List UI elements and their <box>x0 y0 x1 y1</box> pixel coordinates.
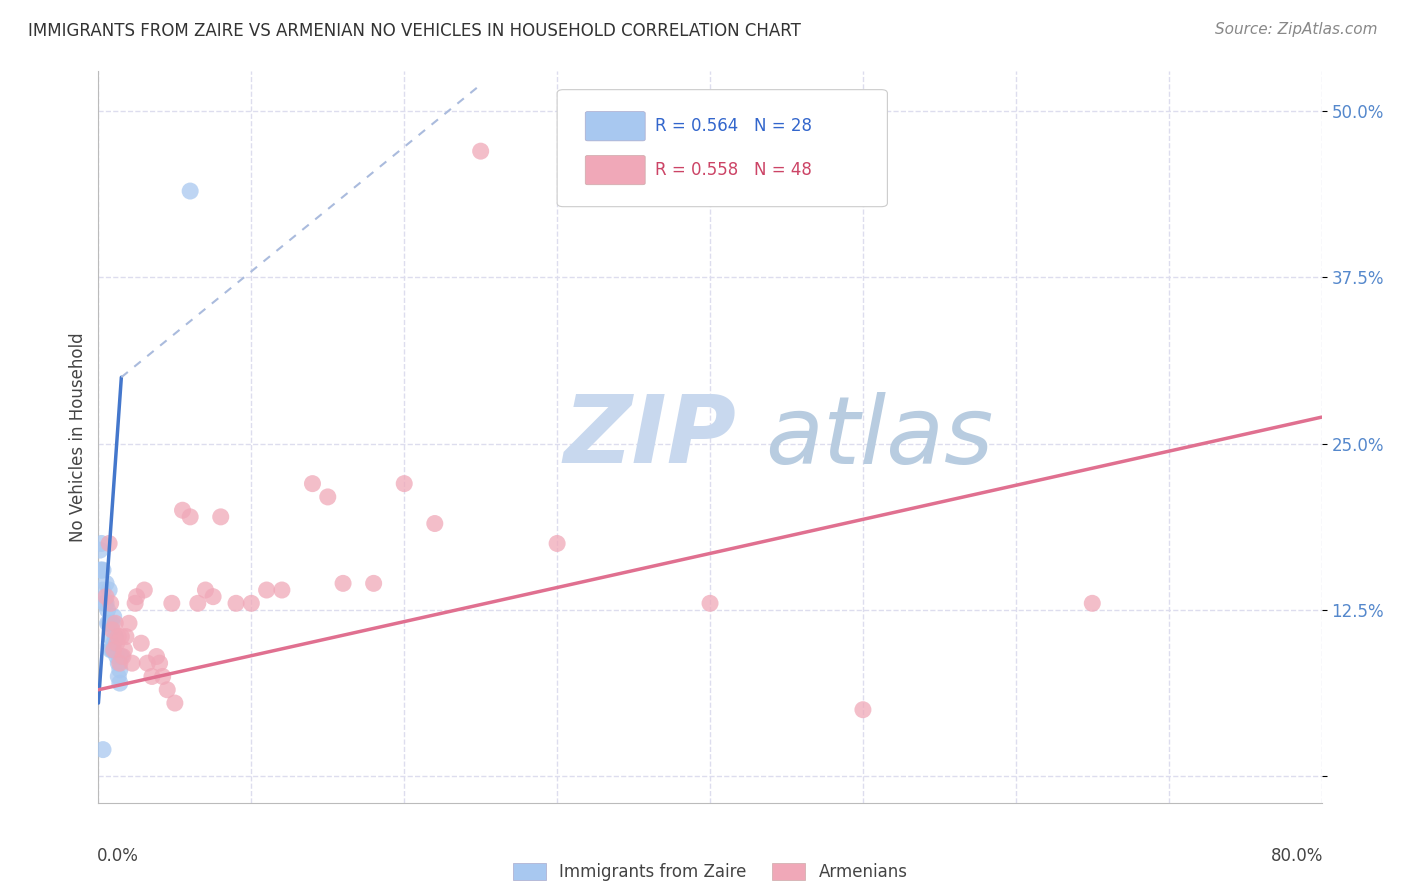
Point <box>202 590 225 604</box>
Point <box>256 582 278 597</box>
Text: IMMIGRANTS FROM ZAIRE VS ARMENIAN NO VEHICLES IN HOUSEHOLD CORRELATION CHART: IMMIGRANTS FROM ZAIRE VS ARMENIAN NO VEH… <box>28 22 801 40</box>
Text: R = 0.564   N = 28: R = 0.564 N = 28 <box>655 117 813 136</box>
Point <box>546 536 568 550</box>
Text: 0.0%: 0.0% <box>97 847 139 864</box>
Point <box>89 543 111 558</box>
Point <box>103 636 125 650</box>
Point <box>91 563 114 577</box>
Text: Source: ZipAtlas.com: Source: ZipAtlas.com <box>1215 22 1378 37</box>
Point <box>89 563 111 577</box>
Point <box>110 649 132 664</box>
Point <box>301 476 323 491</box>
Point <box>98 616 121 631</box>
Point <box>134 582 156 597</box>
Point <box>94 576 117 591</box>
Point <box>93 596 115 610</box>
Legend: Immigrants from Zaire, Armenians: Immigrants from Zaire, Armenians <box>505 855 915 889</box>
Point <box>98 536 121 550</box>
Point <box>121 656 143 670</box>
Point <box>90 563 112 577</box>
Point <box>107 656 129 670</box>
Point <box>107 669 129 683</box>
Point <box>163 696 186 710</box>
Point <box>332 576 354 591</box>
FancyBboxPatch shape <box>557 90 887 207</box>
Point <box>423 516 446 531</box>
Point <box>156 682 179 697</box>
Point <box>194 582 217 597</box>
Point <box>105 649 128 664</box>
Point <box>470 144 492 158</box>
Text: 80.0%: 80.0% <box>1271 847 1323 864</box>
Point <box>1081 596 1104 610</box>
Point <box>112 643 135 657</box>
Point <box>118 616 141 631</box>
Point <box>91 742 114 756</box>
Point <box>160 596 183 610</box>
Point <box>111 649 134 664</box>
Point <box>149 656 172 670</box>
Point <box>100 596 122 610</box>
Point <box>98 582 121 597</box>
Point <box>103 643 125 657</box>
Point <box>90 536 112 550</box>
Y-axis label: No Vehicles in Household: No Vehicles in Household <box>69 332 87 542</box>
Text: ZIP: ZIP <box>564 391 737 483</box>
Point <box>852 703 875 717</box>
Point <box>101 623 124 637</box>
Text: R = 0.558   N = 48: R = 0.558 N = 48 <box>655 161 811 179</box>
Point <box>152 669 174 683</box>
Point <box>240 596 263 610</box>
Point <box>108 656 131 670</box>
Point <box>108 663 131 677</box>
Point <box>100 630 122 644</box>
Point <box>94 590 117 604</box>
Point <box>100 643 122 657</box>
Point <box>104 616 127 631</box>
Point <box>363 576 385 591</box>
Point <box>107 630 129 644</box>
Point <box>124 596 146 610</box>
Point <box>172 503 194 517</box>
Text: atlas: atlas <box>765 392 993 483</box>
Point <box>94 596 117 610</box>
Point <box>91 582 114 597</box>
Point <box>108 676 131 690</box>
Point <box>104 630 127 644</box>
Point <box>101 643 124 657</box>
Point <box>115 630 138 644</box>
Point <box>316 490 339 504</box>
Point <box>179 509 201 524</box>
Point <box>141 669 163 683</box>
Point <box>125 590 148 604</box>
Point <box>145 649 167 664</box>
Point <box>699 596 721 610</box>
Point <box>97 616 120 631</box>
FancyBboxPatch shape <box>585 112 645 141</box>
Point <box>392 476 416 491</box>
Point <box>225 596 247 610</box>
Point <box>179 184 201 198</box>
Point <box>105 636 128 650</box>
FancyBboxPatch shape <box>585 155 645 185</box>
Point <box>187 596 209 610</box>
Point <box>103 609 125 624</box>
Point <box>110 630 132 644</box>
Point <box>270 582 292 597</box>
Point <box>101 616 124 631</box>
Point <box>129 636 152 650</box>
Point <box>97 603 120 617</box>
Point <box>209 509 232 524</box>
Point <box>136 656 159 670</box>
